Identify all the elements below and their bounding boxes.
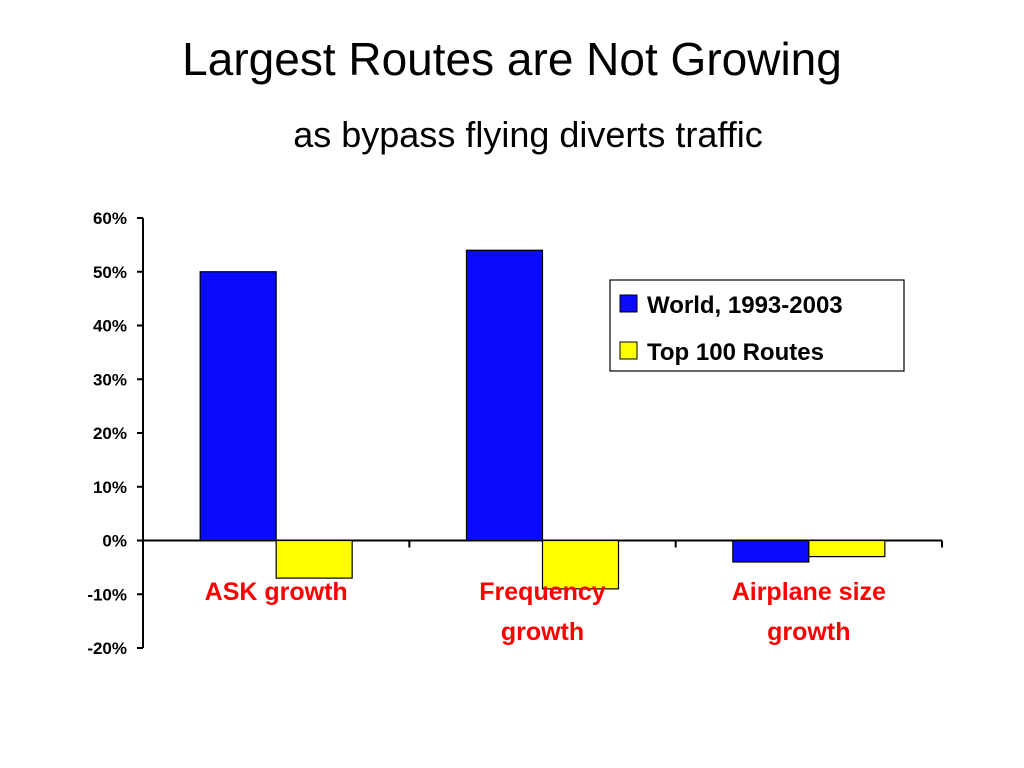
legend: World, 1993-2003 Top 100 Routes xyxy=(609,279,905,372)
bar-top100-0 xyxy=(275,539,353,579)
category-label-line: Airplane size xyxy=(732,578,886,606)
category-label-line: growth xyxy=(501,618,584,646)
chart-title: Largest Routes are Not Growing xyxy=(182,33,842,85)
legend-box xyxy=(609,279,905,372)
bar-world-2 xyxy=(732,539,810,563)
legend-swatch-world xyxy=(619,294,638,313)
y-tick-label: 60% xyxy=(93,209,127,228)
bar-world-1 xyxy=(465,249,544,542)
y-tick-label: -20% xyxy=(87,639,127,658)
category-label-line: Frequency xyxy=(479,578,606,606)
legend-label-world: World, 1993-2003 xyxy=(647,292,843,319)
category-label: ASK growth xyxy=(205,578,348,606)
bar-world-0 xyxy=(199,271,277,542)
bar-top100-2 xyxy=(808,539,886,558)
bars xyxy=(199,249,886,590)
y-tick-label: 10% xyxy=(93,478,127,497)
y-tick-label: 50% xyxy=(93,263,127,282)
category-label-line: growth xyxy=(767,618,850,646)
y-axis: 60% 50% 40% 30% 20% 10% 0% -10% -20% xyxy=(87,209,144,658)
y-tick-label: 40% xyxy=(93,317,127,336)
y-tick-label: 30% xyxy=(93,370,127,389)
y-tick-label: 20% xyxy=(93,424,127,443)
y-tick-label: -10% xyxy=(87,585,127,604)
chart-subtitle: as bypass flying diverts traffic xyxy=(293,114,763,155)
y-tick-label: 0% xyxy=(102,532,127,551)
bar-top100-1 xyxy=(541,539,620,590)
legend-label-top100: Top 100 Routes xyxy=(647,339,824,366)
category-label-line: ASK growth xyxy=(205,578,348,606)
category-label: Frequency growth xyxy=(479,578,606,646)
legend-swatch-top100 xyxy=(619,341,638,360)
category-labels: ASK growth Frequency growth Airplane size gr… xyxy=(205,578,886,646)
category-label: Airplane size growth xyxy=(732,578,886,646)
